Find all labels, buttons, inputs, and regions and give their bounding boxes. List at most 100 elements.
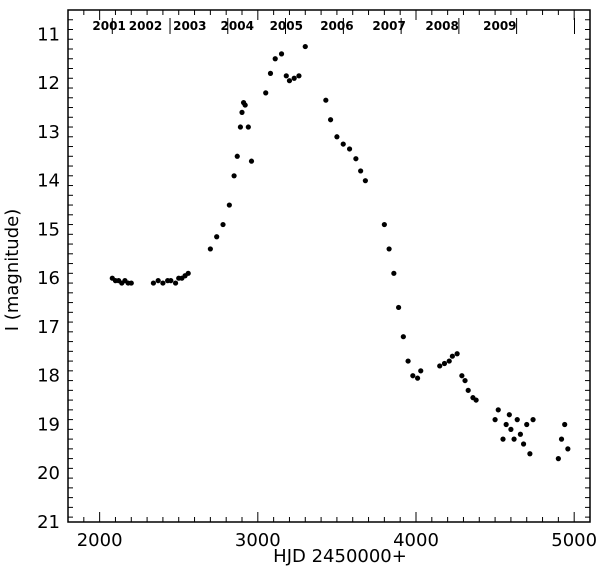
data-point xyxy=(150,280,157,286)
data-point xyxy=(414,375,421,381)
data-point xyxy=(511,436,517,442)
data-point xyxy=(248,158,255,164)
y-tick-label: 17 xyxy=(37,317,60,338)
data-point xyxy=(410,373,416,379)
data-point xyxy=(437,363,443,369)
data-point xyxy=(207,246,213,252)
data-point xyxy=(128,280,134,286)
year-label: 2003 xyxy=(173,19,206,33)
data-point xyxy=(334,134,340,140)
data-point xyxy=(346,146,353,152)
data-point xyxy=(562,421,568,428)
data-point xyxy=(323,97,329,103)
data-point xyxy=(327,117,334,123)
data-point xyxy=(517,431,524,437)
x-axis-label: HJD 2450000+ xyxy=(273,546,407,567)
year-label: 2006 xyxy=(320,19,353,33)
data-point xyxy=(386,246,392,252)
data-point xyxy=(231,173,237,179)
data-point xyxy=(524,421,530,428)
data-point xyxy=(446,358,452,364)
data-point xyxy=(168,278,174,284)
data-point xyxy=(239,109,245,115)
data-point xyxy=(291,75,297,81)
data-point xyxy=(296,73,302,79)
y-tick-label: 11 xyxy=(37,24,60,45)
data-point xyxy=(465,387,471,393)
y-tick-label: 14 xyxy=(37,171,60,192)
year-label: 2004 xyxy=(221,19,254,33)
data-point xyxy=(492,417,498,423)
data-point xyxy=(459,373,465,379)
data-point xyxy=(396,304,402,311)
data-point xyxy=(245,124,251,130)
x-tick-label: 2000 xyxy=(77,530,123,551)
data-point xyxy=(286,78,293,84)
data-point xyxy=(500,436,506,442)
y-tick-label: 12 xyxy=(37,73,60,94)
data-point xyxy=(234,153,240,159)
data-points xyxy=(109,43,571,462)
data-point xyxy=(272,56,278,62)
y-tick-label: 13 xyxy=(37,122,60,143)
data-point xyxy=(263,90,269,96)
year-label: 2008 xyxy=(425,19,458,33)
data-point xyxy=(172,280,179,286)
data-point xyxy=(449,353,455,359)
data-point xyxy=(362,178,368,184)
year-label: 2009 xyxy=(483,19,516,33)
data-point xyxy=(400,334,406,340)
y-tick-label: 20 xyxy=(37,463,60,484)
x-tick-label: 5000 xyxy=(551,530,597,551)
data-point xyxy=(220,221,226,228)
data-point xyxy=(340,141,346,147)
data-point xyxy=(267,70,274,76)
y-tick-label: 19 xyxy=(37,414,60,435)
year-markers: 2001 2002 2003 2004 2005 2006 2007 2008 2009 xyxy=(92,18,575,34)
data-point xyxy=(358,168,364,174)
data-point xyxy=(283,73,289,79)
data-point xyxy=(237,124,244,130)
plot-frame xyxy=(67,9,591,523)
data-point xyxy=(506,412,512,418)
data-point xyxy=(441,360,448,367)
data-point xyxy=(353,156,359,162)
x-axis-ticks: 2000 3000 4000 5000 xyxy=(67,10,597,551)
year-label: 2007 xyxy=(372,19,405,33)
data-point xyxy=(514,417,520,423)
data-point xyxy=(530,417,536,423)
y-tick-label: 18 xyxy=(37,366,60,387)
x-tick-label: 3000 xyxy=(235,530,281,551)
year-label: 2001 xyxy=(92,19,125,33)
data-point xyxy=(155,278,161,284)
data-point xyxy=(160,280,166,286)
year-label: 2005 xyxy=(270,19,303,33)
y-tick-label: 21 xyxy=(37,512,60,533)
data-point xyxy=(462,377,468,384)
data-point xyxy=(527,451,533,457)
x-tick-label: 4000 xyxy=(393,530,439,551)
data-point xyxy=(418,368,424,374)
data-point xyxy=(503,421,509,428)
data-point xyxy=(495,407,501,413)
data-point xyxy=(391,270,397,276)
data-point xyxy=(454,351,460,357)
data-point xyxy=(565,446,571,452)
data-point xyxy=(278,51,285,57)
data-point xyxy=(473,397,479,403)
data-point xyxy=(520,441,527,447)
data-point xyxy=(405,358,411,364)
data-point xyxy=(302,43,308,50)
data-point xyxy=(508,426,514,432)
data-point xyxy=(185,270,191,276)
y-tick-label: 15 xyxy=(37,219,60,240)
data-point xyxy=(226,202,232,208)
year-label: 2002 xyxy=(129,19,162,33)
y-tick-label: 16 xyxy=(37,268,60,289)
y-axis-label: I (magnitude) xyxy=(2,209,23,331)
data-point xyxy=(381,221,387,228)
data-point xyxy=(558,436,565,442)
y-axis-ticks: 11 12 13 14 15 16 17 18 19 20 21 xyxy=(37,9,590,533)
